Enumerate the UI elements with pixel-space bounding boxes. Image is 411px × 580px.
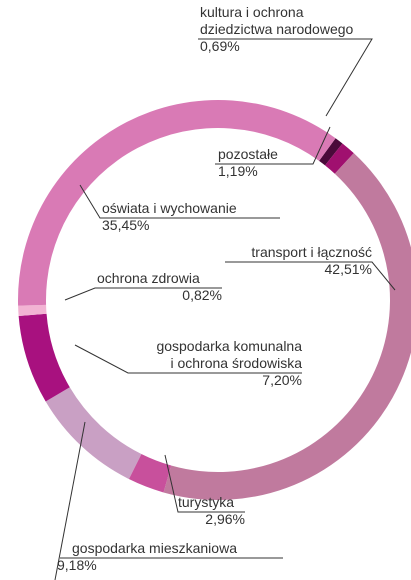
leader-line	[79, 184, 280, 219]
segment	[45, 387, 142, 480]
slice-label: ochrona zdrowia 0,82%	[97, 270, 222, 304]
slice-label: transport i łączność 42,51%	[202, 244, 372, 278]
segment	[319, 138, 343, 166]
slice-label: kultura i ochrona dziedzictwa narodowego…	[200, 4, 400, 55]
segment	[128, 453, 172, 493]
category-label: gospodarka mieszkaniowa	[72, 540, 237, 556]
category-label: transport i łączność	[251, 244, 372, 260]
value-label: 2,96%	[205, 511, 245, 527]
leader-line	[225, 261, 396, 291]
category-label: oświata i wychowanie	[102, 200, 237, 216]
slice-label: gospodarka mieszkaniowa 9,18%	[57, 540, 292, 574]
value-label: 1,19%	[218, 163, 258, 179]
value-label: 7,20%	[262, 372, 302, 388]
category-label: ochrona zdrowia	[97, 270, 200, 286]
slice-label: oświata i wychowanie 35,45%	[102, 200, 282, 234]
slice-label: pozostałe 1,19%	[218, 146, 328, 180]
leader-line	[54, 421, 86, 580]
category-label: gospodarka komunalna i ochrona środowisk…	[156, 338, 302, 371]
segment	[325, 143, 354, 174]
slice-label: gospodarka komunalna i ochrona środowisk…	[102, 338, 302, 389]
value-label: 0,82%	[182, 287, 222, 303]
category-label: turystyka	[178, 494, 235, 510]
segment	[18, 304, 47, 316]
value-label: 0,69%	[200, 38, 240, 54]
leader-line	[64, 287, 222, 301]
leader-line	[198, 38, 373, 117]
value-label: 9,18%	[57, 557, 97, 573]
leader-line	[215, 126, 331, 165]
slice-label: turystyka 2,96%	[178, 494, 245, 528]
leader-lines	[54, 38, 396, 580]
segment	[163, 153, 411, 500]
value-label: 35,45%	[102, 217, 150, 233]
segment	[18, 313, 70, 402]
category-label: pozostałe	[218, 146, 278, 162]
leader-line	[164, 454, 245, 513]
leader-line	[74, 344, 302, 374]
value-label: 42,51%	[324, 261, 372, 277]
segments	[18, 100, 411, 500]
segment	[18, 100, 336, 306]
category-label: kultura i ochrona dziedzictwa narodowego	[200, 4, 354, 37]
